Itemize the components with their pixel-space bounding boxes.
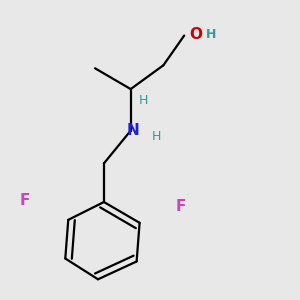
Text: H: H xyxy=(139,94,148,107)
Text: F: F xyxy=(175,199,186,214)
Text: F: F xyxy=(19,193,30,208)
Text: O: O xyxy=(190,27,202,42)
Text: H: H xyxy=(152,130,161,142)
Text: N: N xyxy=(127,123,140,138)
Text: H: H xyxy=(206,28,216,40)
